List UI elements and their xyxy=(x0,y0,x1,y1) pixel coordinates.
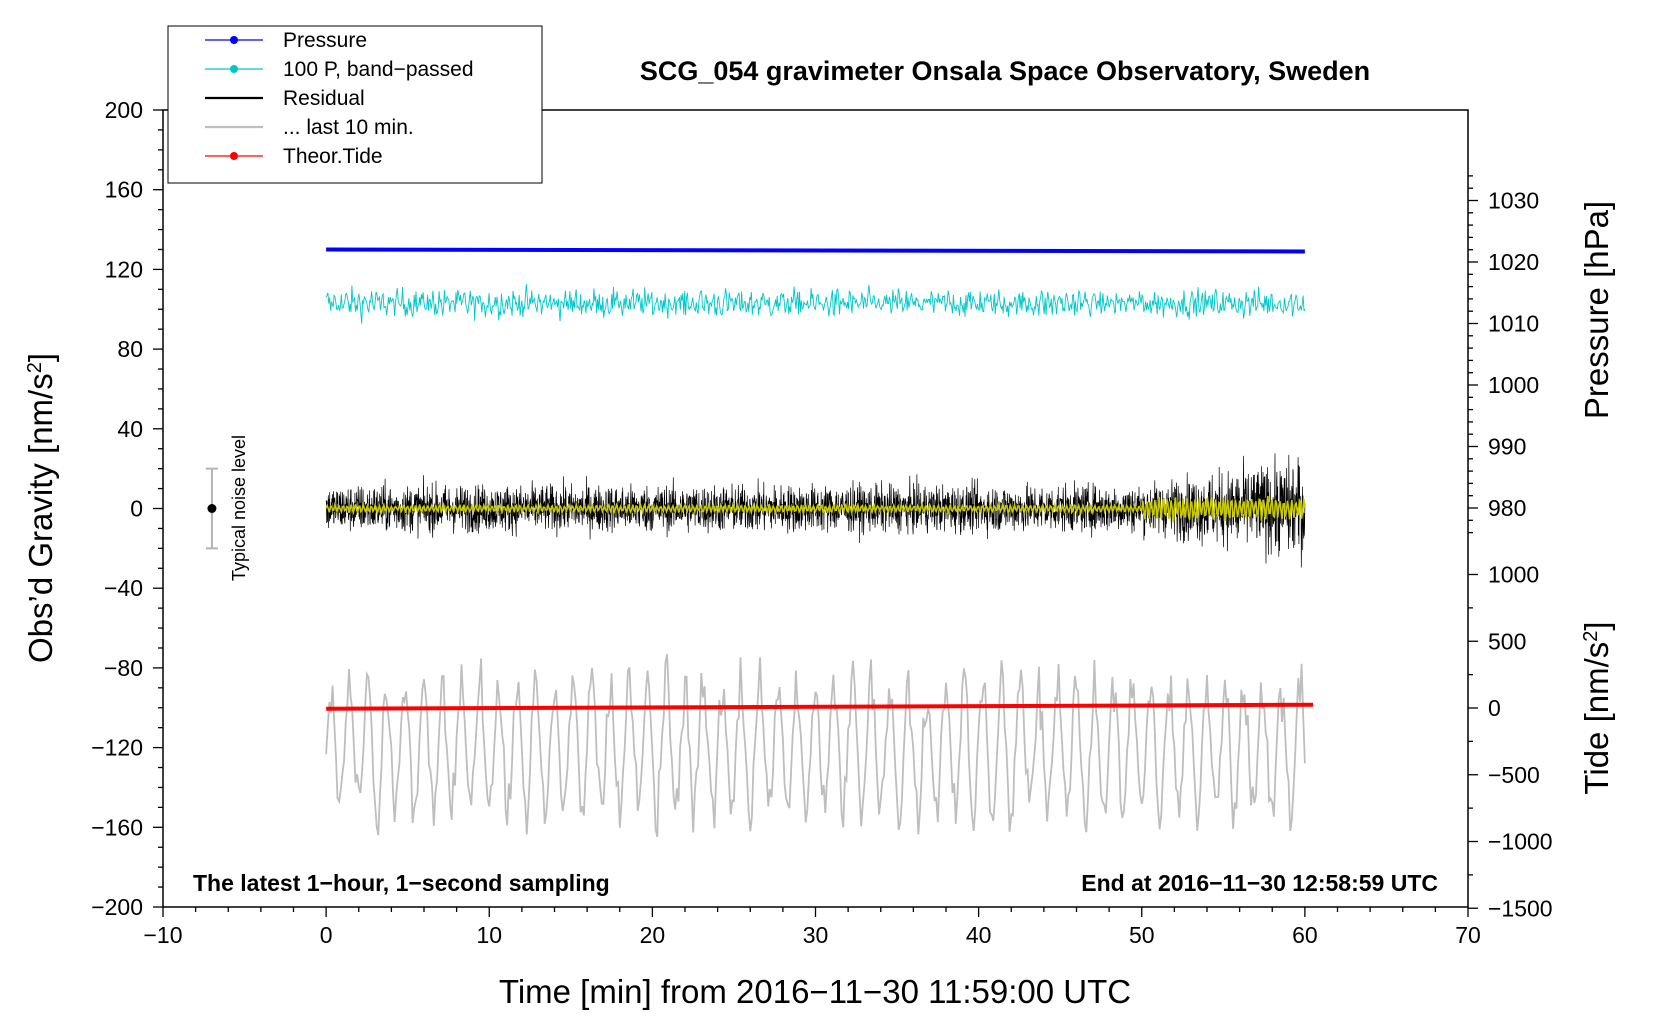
legend-marker xyxy=(230,65,238,73)
pressure-tick-label: 980 xyxy=(1488,495,1526,521)
axis-ticks: −10 0 10 20 30 40 50 60 70−200−160−120−80−400408… xyxy=(91,97,1552,948)
x-tick-label: −10 xyxy=(143,922,182,948)
series-last-10-min xyxy=(325,654,1306,838)
x-tick-label: 70 xyxy=(1455,922,1481,948)
y-tick-label: 160 xyxy=(105,177,143,203)
pressure-tick-label: 1030 xyxy=(1488,188,1539,214)
noise-level-bar xyxy=(205,467,218,550)
data-series xyxy=(325,247,1314,838)
pressure-axis-title: Pressure [hPa] xyxy=(1578,201,1615,419)
series-theoretical-tide xyxy=(326,702,1314,711)
legend-label: Pressure xyxy=(283,29,367,52)
chart-title: SCG_054 gravimeter Onsala Space Observat… xyxy=(640,56,1370,86)
x-tick-label: 40 xyxy=(966,922,992,948)
x-tick-label: 50 xyxy=(1129,922,1155,948)
sampling-note: The latest 1−hour, 1−second sampling xyxy=(193,870,610,896)
x-axis-title: Time [min] from 2016−11−30 11:59:00 UTC xyxy=(499,973,1131,1010)
pressure-tick-label: 1010 xyxy=(1488,311,1539,337)
y-tick-label: 80 xyxy=(117,336,143,362)
tide-tick-label: −1000 xyxy=(1488,829,1553,855)
tide-tick-label: 500 xyxy=(1488,628,1526,654)
legend-label: Theor.Tide xyxy=(283,145,383,168)
y-tick-label: −40 xyxy=(104,575,143,601)
tide-axis-title: Tide [nm/s2] xyxy=(1578,621,1615,794)
series-pressure xyxy=(326,247,1305,254)
x-tick-label: 60 xyxy=(1292,922,1318,948)
x-tick-label: 30 xyxy=(803,922,829,948)
y-tick-label: 0 xyxy=(130,496,143,522)
y-tick-label: 40 xyxy=(117,416,143,442)
y-tick-label: −80 xyxy=(104,655,143,681)
y-axis-title: Obs’d Gravity [nm/s2] xyxy=(22,353,59,663)
x-tick-label: 10 xyxy=(476,922,502,948)
series-residual-smoothed xyxy=(325,495,1306,523)
legend-label: Residual xyxy=(283,87,365,110)
pressure-tick-label: 1020 xyxy=(1488,249,1539,275)
y-tick-label: −160 xyxy=(91,814,143,840)
end-time-note: End at 2016−11−30 12:58:59 UTC xyxy=(1081,870,1438,896)
tide-tick-label: −1500 xyxy=(1488,895,1553,921)
x-tick-label: 20 xyxy=(640,922,666,948)
y-tick-label: −120 xyxy=(91,735,143,761)
noise-bar-dot xyxy=(207,504,217,513)
pressure-tick-label: 1000 xyxy=(1488,372,1539,398)
pressure-tick-label: 990 xyxy=(1488,434,1526,460)
y-tick-label: 120 xyxy=(105,256,143,282)
series-bandpassed-pressure xyxy=(325,283,1306,324)
tide-tick-label: 0 xyxy=(1488,695,1501,721)
noise-level-label: Typical noise level xyxy=(229,435,249,581)
y-tick-label: −200 xyxy=(91,894,143,920)
legend-label: ... last 10 min. xyxy=(283,116,414,139)
legend-marker xyxy=(230,36,238,44)
tide-tick-label: 1000 xyxy=(1488,562,1539,588)
tide-tick-label: −500 xyxy=(1488,762,1540,788)
x-tick-label: 0 xyxy=(320,922,333,948)
legend: Pressure 100 P, band−passed Residual ... la… xyxy=(167,25,543,184)
legend-label: 100 P, band−passed xyxy=(283,58,474,81)
legend-marker xyxy=(230,152,238,160)
y-tick-label: 200 xyxy=(105,97,143,123)
